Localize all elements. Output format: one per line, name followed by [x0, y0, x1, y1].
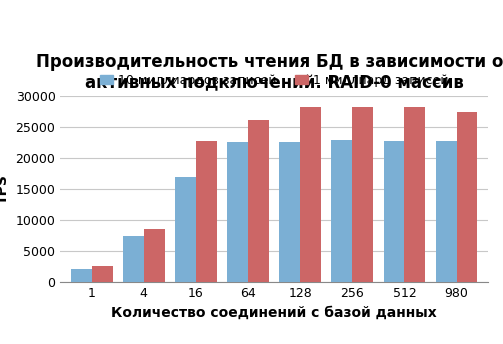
Bar — [196, 141, 217, 282]
Bar — [92, 266, 113, 282]
Bar — [384, 141, 404, 282]
Bar — [71, 269, 92, 282]
Bar — [457, 112, 477, 282]
Bar — [300, 107, 321, 282]
Bar — [175, 177, 196, 282]
Bar — [227, 141, 248, 282]
Legend: 10 миллиардов записей, 1 миллиард записей: 10 миллиардов записей, 1 миллиард записе… — [95, 69, 453, 92]
Bar — [123, 236, 144, 282]
Bar — [248, 120, 269, 282]
Bar — [404, 107, 426, 282]
X-axis label: Количество соединений с базой данных: Количество соединений с базой данных — [111, 305, 437, 320]
Bar — [436, 141, 457, 282]
Title: Производительность чтения БД в зависимости от
активных подключений. RAID-0 масси: Производительность чтения БД в зависимос… — [36, 53, 503, 92]
Bar — [144, 229, 164, 282]
Bar — [352, 107, 373, 282]
Bar — [279, 142, 300, 282]
Bar — [331, 140, 352, 282]
Y-axis label: TPS: TPS — [0, 174, 10, 204]
